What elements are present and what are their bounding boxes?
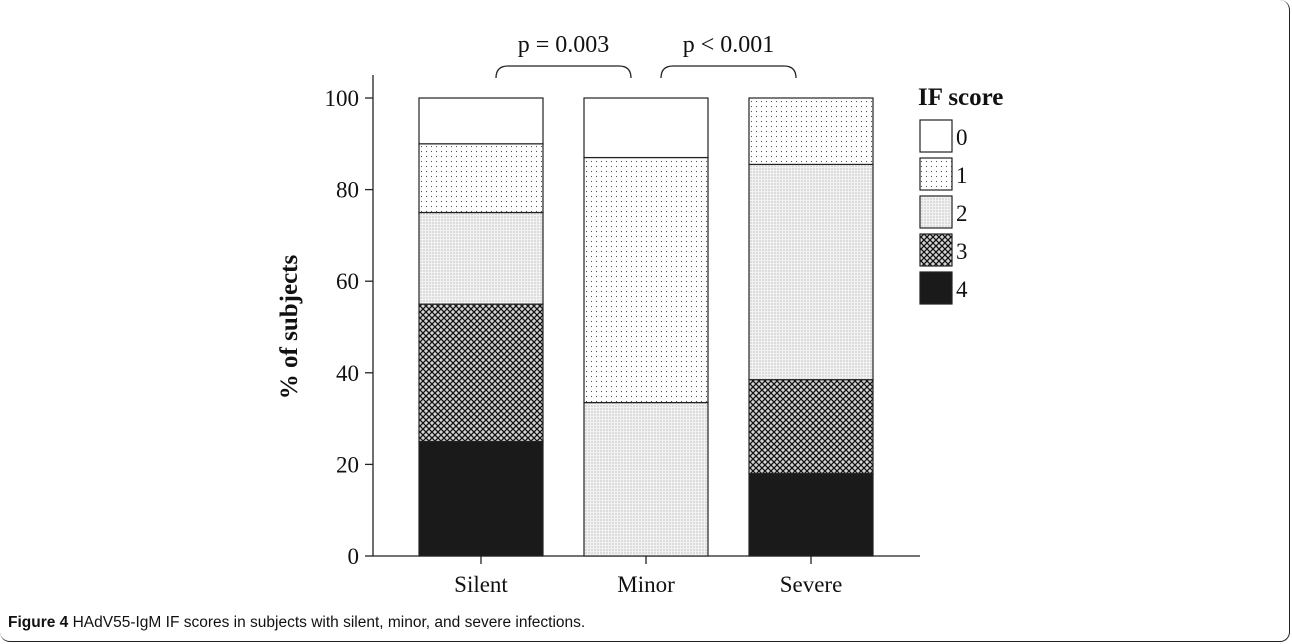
figure-caption-text: HAdV55-IgM IF scores in subjects with si… [68, 614, 586, 631]
y-axis-label: % of subjects [276, 255, 303, 400]
legend-entry-label: 3 [956, 239, 968, 264]
significance-bracket [660, 65, 797, 79]
y-tick-label: 60 [336, 269, 359, 294]
y-tick-label: 20 [336, 452, 359, 477]
y-tick-label: 80 [336, 178, 359, 203]
legend-swatch [919, 195, 953, 229]
bar-segment [748, 97, 874, 166]
bar-segment [418, 143, 544, 214]
p-value-label: p = 0.003 [518, 32, 610, 58]
legend-title: IF score [918, 84, 1003, 111]
y-tick-label: 100 [325, 86, 360, 111]
bar-segment [583, 156, 709, 404]
figure-caption: Figure 4 HAdV55-IgM IF scores in subject… [8, 614, 585, 632]
bar-segment [748, 472, 874, 557]
x-tick-label: Minor [617, 572, 675, 597]
legend-swatch [919, 233, 953, 267]
figure-label: Figure 4 [8, 614, 69, 631]
x-tick-label: Severe [780, 572, 843, 597]
bar-segment [748, 379, 874, 475]
bar-segment [418, 303, 544, 443]
bar-segment [583, 97, 709, 159]
bar-segment [418, 211, 544, 305]
legend-entry-label: 4 [956, 277, 968, 302]
bar-segment [583, 401, 709, 557]
bar-segment [748, 163, 874, 381]
legend-swatch [919, 157, 953, 191]
y-tick-label: 40 [336, 361, 359, 386]
legend-entry-label: 2 [956, 201, 968, 226]
significance-bracket [495, 65, 632, 79]
bar-segment [418, 97, 544, 145]
legend-swatch [919, 271, 953, 305]
y-tick-label: 0 [348, 544, 360, 569]
bar-segment [418, 440, 544, 557]
legend-entry-label: 0 [956, 125, 968, 150]
legend-swatch [919, 119, 953, 153]
p-value-label: p < 0.001 [683, 32, 775, 58]
x-tick-label: Silent [454, 572, 508, 597]
legend-entry-label: 1 [956, 163, 968, 188]
